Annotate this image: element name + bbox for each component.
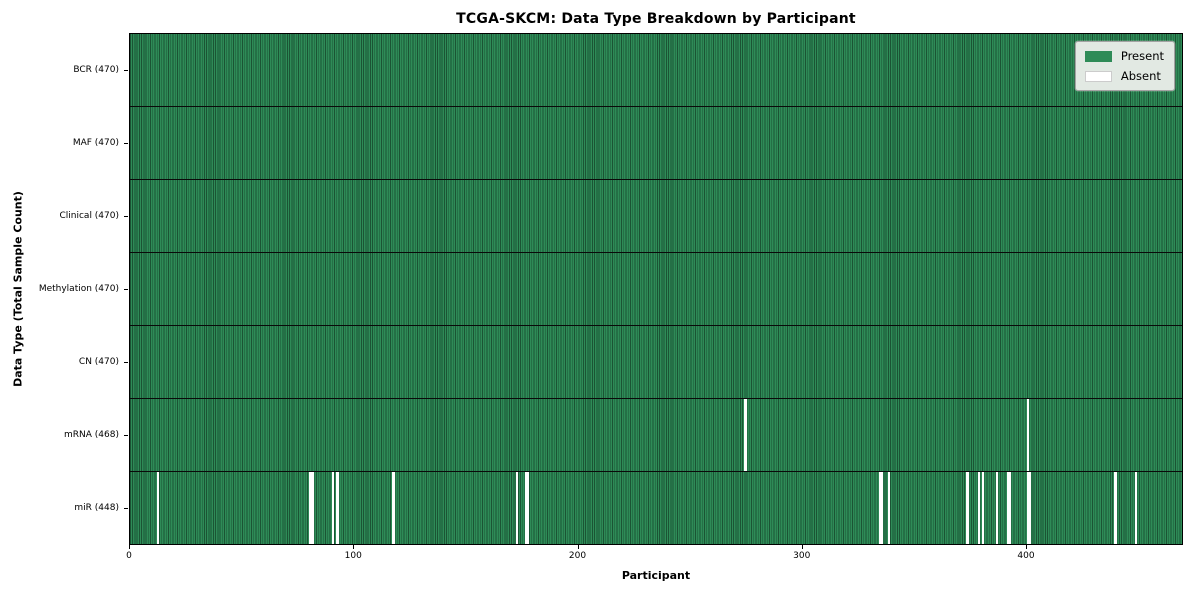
absent-stripe — [1006, 472, 1010, 544]
x-tick-mark — [1026, 545, 1028, 549]
absent-stripe — [1009, 472, 1012, 544]
legend: Present Absent — [1074, 41, 1175, 91]
absent-stripe — [879, 472, 882, 544]
absent-stripe — [995, 472, 998, 544]
legend-label-absent: Absent — [1120, 69, 1161, 83]
absent-stripe — [1134, 472, 1137, 544]
heatmap-row-mRNA — [130, 399, 1182, 472]
heatmap-row-Methylation — [130, 253, 1182, 326]
x-tick-mark — [129, 545, 130, 549]
x-tick-label: 100 — [344, 551, 362, 561]
x-tick-mark — [801, 545, 803, 549]
absent-stripe — [1027, 399, 1030, 471]
absent-stripe — [526, 472, 530, 544]
y-tick-label: MAF (470) — [72, 137, 119, 148]
absent-stripe — [311, 472, 314, 544]
heatmap-row-Clinical — [130, 180, 1182, 253]
y-tick-label: Clinical (470) — [59, 210, 119, 221]
x-tick-label: 300 — [793, 551, 811, 561]
absent-stripe — [887, 472, 891, 544]
y-tick-label: mRNA (468) — [64, 430, 119, 441]
heatmap-row-CN — [130, 326, 1182, 399]
y-tick-label: CN (470) — [78, 357, 119, 368]
absent-stripe — [156, 472, 160, 544]
y-tick-mark — [124, 289, 128, 290]
chart-title: TCGA-SKCM: Data Type Breakdown by Partic… — [456, 11, 856, 27]
plot-area: Present Absent — [129, 33, 1183, 545]
y-tick-label: Methylation (470) — [38, 284, 119, 294]
absent-stripe — [881, 472, 884, 544]
present-swatch — [1084, 50, 1112, 62]
absent-stripe — [966, 472, 969, 544]
absent-stripe — [982, 472, 985, 544]
y-tick-mark — [124, 508, 128, 510]
absent-stripe — [1029, 472, 1032, 544]
legend-item-absent: Absent — [1084, 69, 1164, 83]
x-tick-label: 0 — [126, 551, 132, 561]
absent-stripe — [524, 472, 527, 544]
legend-label-present: Present — [1120, 49, 1164, 63]
y-tick-label: BCR (470) — [73, 64, 119, 75]
absent-stripe — [331, 472, 335, 544]
y-tick-mark — [124, 215, 128, 217]
absent-stripe — [744, 399, 747, 471]
x-tick-mark — [577, 545, 579, 549]
y-tick-mark — [124, 362, 128, 364]
y-tick-mark — [124, 142, 128, 144]
absent-stripe — [1027, 472, 1030, 544]
absent-stripe — [309, 472, 312, 544]
heatmap-row-miR — [130, 472, 1182, 544]
legend-item-present: Present — [1084, 49, 1164, 63]
absent-swatch — [1084, 70, 1112, 82]
absent-stripe — [336, 472, 339, 544]
absent-stripe — [515, 472, 518, 544]
absent-stripe — [392, 472, 395, 544]
heatmap-row-MAF — [130, 107, 1182, 180]
heatmap-row-BCR — [130, 34, 1182, 107]
absent-stripe — [977, 472, 980, 544]
absent-stripe — [1114, 472, 1117, 544]
x-axis-label: Participant — [621, 569, 691, 582]
y-tick-mark — [124, 435, 128, 437]
y-tick-label: miR (448) — [74, 503, 119, 514]
x-tick-label: 400 — [1017, 551, 1035, 561]
x-tick-mark — [353, 545, 355, 549]
y-tick-mark — [124, 69, 128, 71]
heatmap-rows — [130, 34, 1182, 544]
x-tick-label: 200 — [568, 551, 587, 561]
